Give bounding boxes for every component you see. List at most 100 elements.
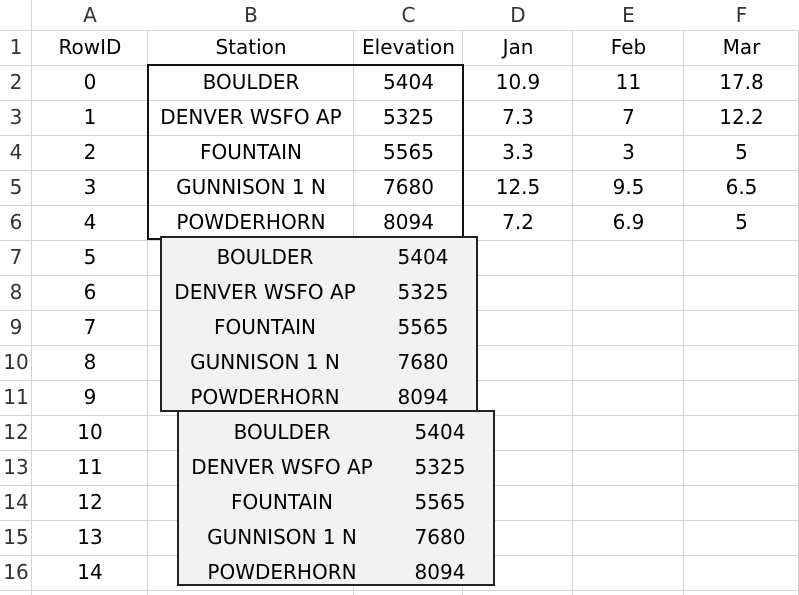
row-header[interactable]: 5	[9, 175, 23, 199]
table-cell[interactable]: 0	[83, 70, 97, 94]
grid-hline	[0, 170, 799, 171]
table-cell[interactable]: 5	[83, 245, 97, 269]
row-header[interactable]: 7	[9, 245, 23, 269]
grid-hline	[0, 100, 799, 101]
table-cell[interactable]: 2	[83, 140, 97, 164]
header-cell[interactable]: Station	[215, 35, 287, 59]
table-cell[interactable]: 6.9	[612, 210, 645, 234]
table-cell[interactable]: DENVER WSFO AP	[160, 105, 342, 129]
grid-hline	[0, 590, 799, 591]
row-header[interactable]: 9	[9, 315, 23, 339]
column-header-e[interactable]: E	[573, 0, 684, 30]
row-header[interactable]: 6	[9, 210, 23, 234]
table-cell[interactable]: 12.5	[495, 175, 541, 199]
column-header-a[interactable]: A	[32, 0, 148, 30]
table-cell[interactable]: 1	[83, 105, 97, 129]
floating-elevation-cell: 8094	[397, 385, 449, 409]
table-cell[interactable]: 5	[735, 140, 748, 164]
table-cell[interactable]: FOUNTAIN	[199, 140, 303, 164]
floating-station-cell: GUNNISON 1 N	[207, 525, 357, 549]
row-header[interactable]: 16	[3, 560, 29, 584]
table-cell[interactable]: 4	[83, 210, 97, 234]
table-cell[interactable]: 5325	[383, 105, 434, 129]
table-cell[interactable]: 7	[622, 105, 635, 129]
row-header[interactable]: 14	[3, 490, 29, 514]
table-cell[interactable]: 12.2	[719, 105, 764, 129]
table-cell[interactable]: 7680	[383, 175, 434, 199]
floating-station-cell: DENVER WSFO AP	[174, 280, 356, 304]
table-cell[interactable]: 9	[83, 385, 97, 409]
column-header-c[interactable]: C	[354, 0, 463, 30]
floating-station-cell: POWDERHORN	[207, 560, 357, 584]
table-cell[interactable]: 3	[622, 140, 635, 164]
table-cell[interactable]: 11	[615, 70, 642, 94]
grid-hline	[0, 30, 799, 31]
table-cell[interactable]: 7	[83, 315, 97, 339]
table-cell[interactable]: BOULDER	[202, 70, 300, 94]
floating-elevation-cell: 5565	[414, 490, 466, 514]
selection-outline	[147, 64, 464, 240]
floating-table-copy[interactable]: BOULDER 5404 DENVER WSFO AP 5325 FOUNTAIN 556…	[160, 236, 478, 412]
table-cell[interactable]: 7.2	[502, 210, 534, 234]
table-cell[interactable]: 6.5	[725, 175, 758, 199]
table-cell[interactable]: 17.8	[719, 70, 764, 94]
column-header-b[interactable]: B	[148, 0, 354, 30]
table-cell[interactable]: 8094	[383, 210, 434, 234]
floating-table-copy[interactable]: BOULDER 5404 DENVER WSFO AP 5325 FOUNTAIN 556…	[177, 410, 495, 586]
row-header[interactable]: 8	[9, 280, 23, 304]
grid-vline	[683, 0, 684, 595]
table-cell[interactable]: 9.5	[612, 175, 645, 199]
row-header[interactable]: 4	[9, 140, 23, 164]
floating-elevation-cell: 5565	[397, 315, 449, 339]
row-header[interactable]: 15	[3, 525, 29, 549]
floating-station-cell: BOULDER	[216, 245, 314, 269]
floating-elevation-cell: 5325	[414, 455, 466, 479]
header-cell[interactable]: Feb	[610, 35, 647, 59]
row-header[interactable]: 1	[9, 35, 23, 59]
row-header[interactable]: 12	[3, 420, 29, 444]
floating-station-cell: BOULDER	[233, 420, 331, 444]
row-header[interactable]: 10	[3, 350, 29, 374]
table-cell[interactable]: GUNNISON 1 N	[176, 175, 326, 199]
table-cell[interactable]: 5	[735, 210, 748, 234]
table-cell[interactable]: 3	[83, 175, 97, 199]
grid-vline	[147, 0, 148, 595]
table-cell[interactable]: 3.3	[502, 140, 534, 164]
table-cell[interactable]: 10.9	[495, 70, 541, 94]
floating-elevation-cell: 5404	[414, 420, 466, 444]
header-cell[interactable]: Jan	[502, 35, 534, 59]
table-cell[interactable]: 10	[77, 420, 103, 444]
header-cell[interactable]: RowID	[58, 35, 122, 59]
grid-hline	[0, 205, 799, 206]
floating-elevation-cell: 5325	[397, 280, 449, 304]
column-header-d[interactable]: D	[463, 0, 573, 30]
floating-station-cell: FOUNTAIN	[213, 315, 317, 339]
table-cell[interactable]: 5565	[383, 140, 434, 164]
table-cell[interactable]: 11	[77, 455, 103, 479]
grid-hline	[0, 135, 799, 136]
table-cell[interactable]: 14	[77, 560, 103, 584]
table-cell[interactable]: 12	[77, 490, 103, 514]
row-header[interactable]: 13	[3, 455, 29, 479]
floating-elevation-cell: 7680	[414, 525, 466, 549]
table-cell[interactable]: 6	[83, 280, 97, 304]
table-cell[interactable]: 5404	[383, 70, 434, 94]
table-cell[interactable]: 7.3	[502, 105, 534, 129]
floating-station-cell: DENVER WSFO AP	[191, 455, 373, 479]
row-header[interactable]: 2	[9, 70, 23, 94]
floating-elevation-cell: 5404	[397, 245, 449, 269]
grid-vline	[572, 0, 573, 595]
table-cell[interactable]: 13	[77, 525, 103, 549]
floating-elevation-cell: 7680	[397, 350, 449, 374]
header-cell[interactable]: Elevation	[362, 35, 455, 59]
table-cell[interactable]: POWDERHORN	[176, 210, 326, 234]
floating-station-cell: GUNNISON 1 N	[190, 350, 340, 374]
header-cell[interactable]: Mar	[722, 35, 761, 59]
table-cell[interactable]: 8	[83, 350, 97, 374]
column-header-f[interactable]: F	[684, 0, 799, 30]
floating-elevation-cell: 8094	[414, 560, 466, 584]
floating-station-cell: POWDERHORN	[190, 385, 340, 409]
floating-station-cell: FOUNTAIN	[230, 490, 334, 514]
row-header[interactable]: 3	[9, 105, 23, 129]
row-header[interactable]: 11	[3, 385, 29, 409]
